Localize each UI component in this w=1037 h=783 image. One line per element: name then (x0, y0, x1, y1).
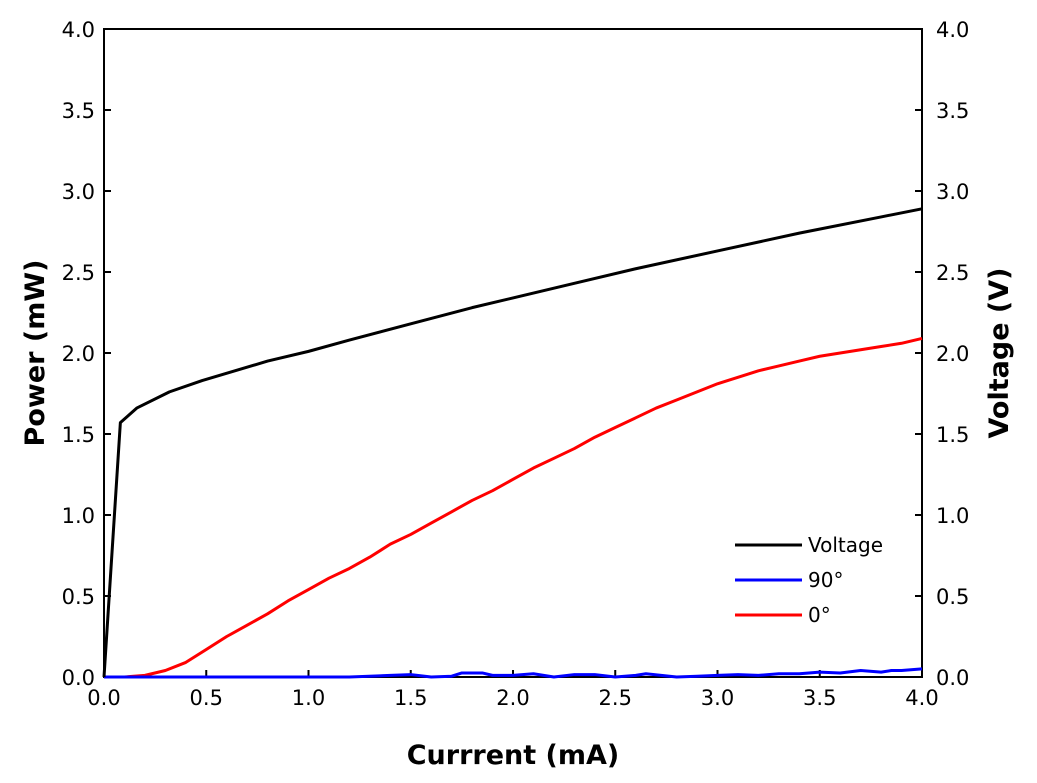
y-left-tick-label: 0.0 (62, 666, 95, 690)
series-0deg-line (104, 336, 923, 679)
legend-label: Voltage (808, 533, 883, 557)
x-tick-label: 1.5 (394, 686, 427, 710)
y-left-tick-label: 2.0 (62, 342, 95, 366)
y-right-tick-label: 0.0 (936, 666, 969, 690)
y-right-tick-label: 3.5 (936, 99, 969, 123)
x-tick-label: 0.5 (190, 686, 223, 710)
y-left-tick-label: 4.0 (62, 18, 95, 42)
x-tick-label: 0.0 (87, 686, 120, 710)
x-tick-label: 4.0 (905, 686, 938, 710)
tick-group: 0.0 0.5 1.0 1.5 2.0 2.5 3.0 3.5 4.00.0 0.00.5 0.51… (62, 18, 970, 710)
y-left-tick-label: 1.0 (62, 504, 95, 528)
legend-label: 0° (808, 603, 831, 627)
y-right-tick-label: 2.0 (936, 342, 969, 366)
y-left-tick-label: 1.5 (62, 423, 95, 447)
y-left-tick-label: 3.0 (62, 180, 95, 204)
x-tick-label: 1.0 (292, 686, 325, 710)
y-left-tick-label: 3.5 (62, 99, 95, 123)
x-tick-label: 2.0 (496, 686, 529, 710)
y-axis-right-title: Voltage (V) (984, 268, 1015, 439)
series-90deg-line (104, 667, 923, 679)
legend-label: 90° (808, 568, 843, 592)
x-tick-label: 3.5 (803, 686, 836, 710)
y-axis-left-title: Power (mW) (20, 260, 51, 447)
x-axis-title: Currrent (mA) (407, 740, 620, 771)
x-tick-label: 3.0 (701, 686, 734, 710)
series-lines (102, 207, 923, 679)
y-left-tick-label: 2.5 (62, 261, 95, 285)
y-right-tick-label: 1.0 (936, 504, 969, 528)
y-right-tick-label: 0.5 (936, 585, 969, 609)
y-right-tick-label: 1.5 (936, 423, 969, 447)
x-tick-label: 2.5 (599, 686, 632, 710)
y-left-tick-label: 0.5 (62, 585, 95, 609)
y-right-tick-label: 3.0 (936, 180, 969, 204)
y-right-tick-label: 2.5 (936, 261, 969, 285)
voltage-series-line (102, 207, 923, 678)
legend: Voltage 90° 0° (735, 533, 883, 627)
y-right-tick-label: 4.0 (936, 18, 969, 42)
